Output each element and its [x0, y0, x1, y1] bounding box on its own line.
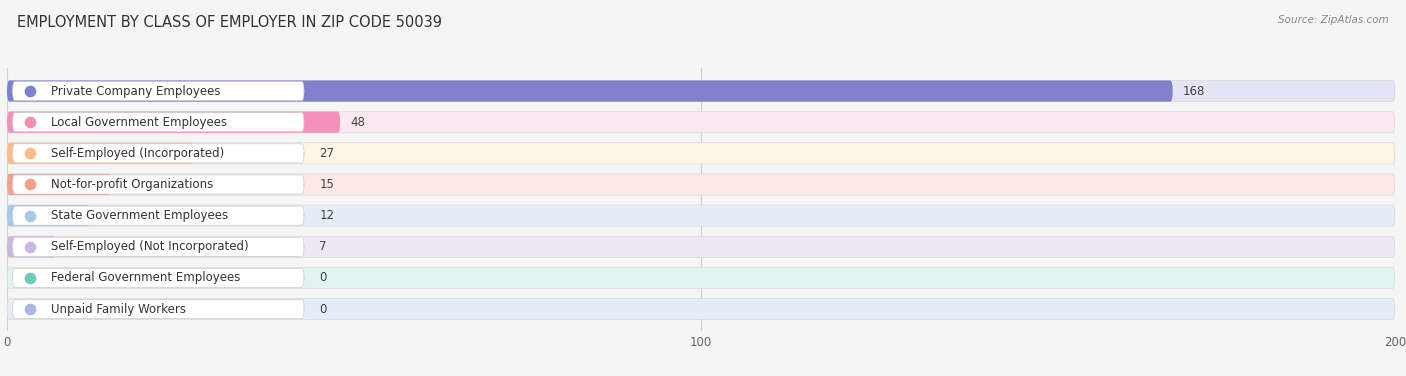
- FancyBboxPatch shape: [7, 143, 194, 164]
- FancyBboxPatch shape: [13, 206, 304, 225]
- Text: 0: 0: [319, 303, 326, 315]
- Text: Self-Employed (Not Incorporated): Self-Employed (Not Incorporated): [51, 240, 249, 253]
- Text: Source: ZipAtlas.com: Source: ZipAtlas.com: [1278, 15, 1389, 25]
- FancyBboxPatch shape: [13, 82, 304, 100]
- Text: Local Government Employees: Local Government Employees: [51, 116, 226, 129]
- FancyBboxPatch shape: [7, 299, 1395, 320]
- Text: EMPLOYMENT BY CLASS OF EMPLOYER IN ZIP CODE 50039: EMPLOYMENT BY CLASS OF EMPLOYER IN ZIP C…: [17, 15, 441, 30]
- FancyBboxPatch shape: [7, 112, 1395, 133]
- Point: [18, 119, 41, 125]
- FancyBboxPatch shape: [7, 80, 1173, 102]
- Text: 12: 12: [319, 209, 335, 222]
- FancyBboxPatch shape: [13, 175, 304, 194]
- Text: 48: 48: [350, 116, 366, 129]
- FancyBboxPatch shape: [7, 80, 1395, 102]
- Point: [18, 88, 41, 94]
- FancyBboxPatch shape: [13, 268, 304, 288]
- Text: Unpaid Family Workers: Unpaid Family Workers: [51, 303, 186, 315]
- Text: 0: 0: [319, 271, 326, 284]
- Point: [18, 212, 41, 218]
- FancyBboxPatch shape: [13, 237, 304, 256]
- FancyBboxPatch shape: [7, 267, 1395, 288]
- FancyBboxPatch shape: [7, 174, 1395, 195]
- Point: [18, 306, 41, 312]
- FancyBboxPatch shape: [7, 112, 340, 133]
- Text: Federal Government Employees: Federal Government Employees: [51, 271, 240, 284]
- FancyBboxPatch shape: [7, 236, 1395, 257]
- Text: 15: 15: [319, 178, 335, 191]
- Point: [18, 182, 41, 188]
- Text: 27: 27: [319, 147, 335, 160]
- FancyBboxPatch shape: [7, 174, 111, 195]
- Text: State Government Employees: State Government Employees: [51, 209, 228, 222]
- FancyBboxPatch shape: [13, 300, 304, 318]
- Text: 168: 168: [1182, 85, 1205, 97]
- Text: 7: 7: [319, 240, 326, 253]
- FancyBboxPatch shape: [7, 236, 56, 257]
- Point: [18, 150, 41, 156]
- Point: [18, 244, 41, 250]
- Text: Not-for-profit Organizations: Not-for-profit Organizations: [51, 178, 212, 191]
- FancyBboxPatch shape: [13, 113, 304, 132]
- FancyBboxPatch shape: [7, 205, 90, 226]
- FancyBboxPatch shape: [7, 143, 1395, 164]
- Point: [18, 275, 41, 281]
- FancyBboxPatch shape: [7, 205, 1395, 226]
- Text: Private Company Employees: Private Company Employees: [51, 85, 221, 97]
- FancyBboxPatch shape: [13, 144, 304, 163]
- Text: Self-Employed (Incorporated): Self-Employed (Incorporated): [51, 147, 224, 160]
